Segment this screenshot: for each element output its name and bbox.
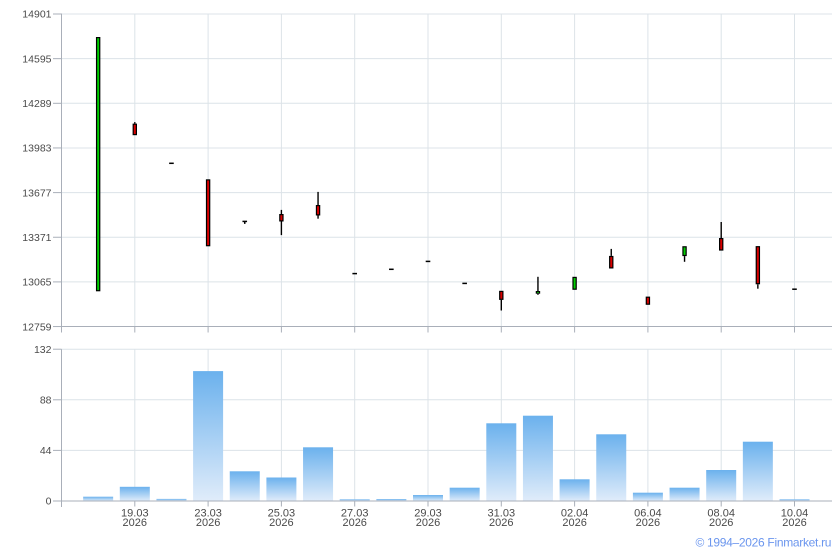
svg-text:23.03: 23.03 <box>194 508 222 520</box>
svg-text:2026: 2026 <box>562 517 586 529</box>
svg-text:2026: 2026 <box>416 517 440 529</box>
svg-text:132: 132 <box>34 344 52 356</box>
svg-text:2026: 2026 <box>196 517 220 529</box>
svg-text:31.03: 31.03 <box>488 508 516 520</box>
svg-text:14595: 14595 <box>22 53 51 65</box>
svg-text:44: 44 <box>40 445 52 457</box>
svg-text:2026: 2026 <box>489 517 513 529</box>
svg-text:2026: 2026 <box>782 517 806 529</box>
svg-text:2026: 2026 <box>709 517 733 529</box>
svg-text:13677: 13677 <box>22 187 51 199</box>
svg-text:12759: 12759 <box>22 321 51 333</box>
svg-text:29.03: 29.03 <box>414 508 442 520</box>
svg-text:13983: 13983 <box>22 143 51 155</box>
svg-text:© 1994–2026 Finmarket.ru: © 1994–2026 Finmarket.ru <box>695 536 831 550</box>
svg-text:14901: 14901 <box>22 9 51 21</box>
svg-text:2026: 2026 <box>342 517 366 529</box>
svg-text:2026: 2026 <box>636 517 660 529</box>
svg-text:27.03: 27.03 <box>341 508 369 520</box>
svg-text:88: 88 <box>40 395 52 407</box>
svg-text:2026: 2026 <box>269 517 293 529</box>
svg-text:0: 0 <box>46 496 52 508</box>
svg-text:19.03: 19.03 <box>121 508 149 520</box>
svg-text:25.03: 25.03 <box>268 508 296 520</box>
svg-text:08.04: 08.04 <box>707 508 735 520</box>
svg-text:06.04: 06.04 <box>634 508 662 520</box>
svg-text:14289: 14289 <box>22 98 51 110</box>
svg-text:2026: 2026 <box>123 517 147 529</box>
svg-text:10.04: 10.04 <box>781 508 809 520</box>
svg-text:13371: 13371 <box>22 232 51 244</box>
svg-text:13065: 13065 <box>22 277 51 289</box>
svg-text:02.04: 02.04 <box>561 508 589 520</box>
